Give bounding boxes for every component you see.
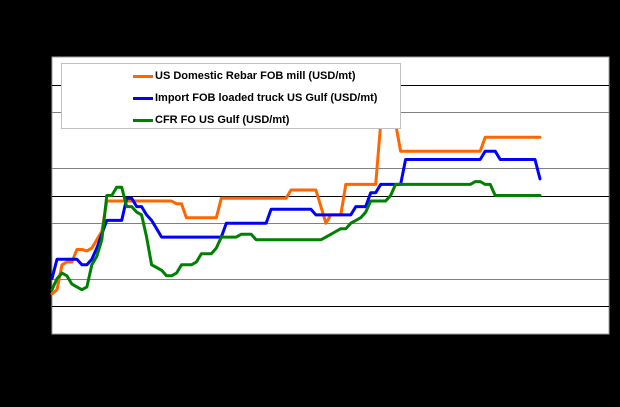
series-line-2 — [50, 180, 542, 292]
series-line-1 — [50, 149, 542, 281]
legend-label: CFR FO US Gulf (USD/mt) — [155, 114, 290, 126]
legend-item-cfr-fo: CFR FO US Gulf (USD/mt) — [133, 113, 289, 127]
legend-item-us-domestic-rebar: US Domestic Rebar FOB mill (USD/mt) — [133, 69, 355, 83]
legend: US Domestic Rebar FOB mill (USD/mt) Impo… — [61, 63, 401, 129]
legend-label: US Domestic Rebar FOB mill (USD/mt) — [155, 70, 356, 82]
legend-label: Import FOB loaded truck US Gulf (USD/mt) — [155, 92, 378, 104]
legend-swatch-green — [133, 118, 153, 122]
legend-swatch-blue — [133, 96, 153, 100]
series-lines — [50, 122, 542, 296]
legend-swatch-orange — [133, 74, 153, 78]
legend-item-import-fob: Import FOB loaded truck US Gulf (USD/mt) — [133, 91, 377, 105]
